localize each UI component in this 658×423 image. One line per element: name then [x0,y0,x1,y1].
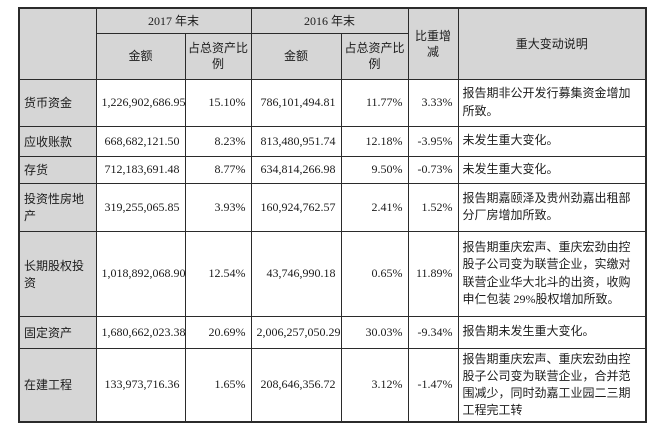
ratio-2017-cell: 20.69% [184,315,252,349]
ratio-2016-cell: 3.12% [340,347,409,423]
ratio-2016-cell: 9.50% [340,155,409,184]
ratio-2017-cell: 8.77% [184,155,252,184]
row-label-cell: 在建工程 [18,347,97,423]
ratio-2017-cell: 3.93% [184,182,252,232]
header-year-2016: 2016 年末 [250,7,409,34]
amount-2017-cell: 668,682,121.50 [95,125,186,157]
change-cell: 3.33% [407,78,459,127]
ratio-2016-cell: 12.18% [340,125,409,157]
change-cell: 11.89% [407,230,459,317]
corner-cell [18,7,97,80]
row-label-cell: 货币资金 [18,78,97,127]
amount-2017-cell: 1,018,892,068.90 [95,230,186,317]
ratio-2016-cell: 11.77% [340,78,409,127]
amount-2017-cell: 319,255,065.85 [95,182,186,232]
note-cell: 报告期嘉颐泽及贵州劲嘉出租部分厂房增加所致。 [457,182,647,232]
table-row-inventory: 存货 712,183,691.48 8.77% 634,814,266.98 9… [18,155,647,184]
change-cell: -0.73% [407,155,459,184]
ratio-2017-cell: 12.54% [184,230,252,317]
header-amount-2017: 金额 [95,32,186,80]
change-cell: -3.95% [407,125,459,157]
header-ratio-2016: 占总资产比 例 [340,32,409,80]
amount-2016-cell: 43,746,990.18 [250,230,342,317]
amount-2016-cell: 786,101,494.81 [250,78,342,127]
change-cell: 1.52% [407,182,459,232]
amount-2016-cell: 160,924,762.57 [250,182,342,232]
table-row-longterm-equity: 长期股权投资 1,018,892,068.90 12.54% 43,746,99… [18,230,647,317]
row-label-cell: 应收账款 [18,125,97,157]
amount-2017-cell: 712,183,691.48 [95,155,186,184]
row-label-cell: 存货 [18,155,97,184]
ratio-2016-cell: 30.03% [340,315,409,349]
note-cell: 未发生重大变化。 [457,125,647,157]
note-cell: 报告期非公开发行募集资金增加所致。 [457,78,647,127]
ratio-2017-cell: 8.23% [184,125,252,157]
amount-2016-cell: 208,646,356.72 [250,347,342,423]
table-row-investment-property: 投资性房地产 319,255,065.85 3.93% 160,924,762.… [18,182,647,232]
table-row-construction-in-progress: 在建工程 133,973,716.36 1.65% 208,646,356.72… [18,347,647,423]
header-amount-2016: 金额 [250,32,342,80]
table-row-accounts-receivable: 应收账款 668,682,121.50 8.23% 813,480,951.74… [18,125,647,157]
ratio-2017-cell: 1.65% [184,347,252,423]
row-label-cell: 投资性房地产 [18,182,97,232]
change-cell: -1.47% [407,347,459,423]
table-row-monetary-funds: 货币资金 1,226,902,686.95 15.10% 786,101,494… [18,78,647,127]
amount-2016-cell: 2,006,257,050.29 [250,315,342,349]
amount-2017-cell: 1,226,902,686.95 [95,78,186,127]
table-row-fixed-assets: 固定资产 1,680,662,023.38 20.69% 2,006,257,0… [18,315,647,349]
note-cell: 报告期重庆宏声、重庆宏劲由控股子公司变为联营企业，实缴对联营企业华大北斗的出资，… [457,230,647,317]
ratio-2017-cell: 15.10% [184,78,252,127]
note-cell: 未发生重大变化。 [457,155,647,184]
row-label-cell: 固定资产 [18,315,97,349]
header-year-2017: 2017 年末 [95,7,252,34]
header-ratio-2017: 占总资产比 例 [184,32,252,80]
header-explanation: 重大变动说明 [457,7,647,80]
asset-change-table: 2017 年末 2016 年末 比重增 减 重大变动说明 金额 占总资产比 例 … [18,7,648,423]
header-change: 比重增 减 [407,7,459,80]
change-cell: -9.34% [407,315,459,349]
amount-2017-cell: 133,973,716.36 [95,347,186,423]
amount-2017-cell: 1,680,662,023.38 [95,315,186,349]
ratio-2016-cell: 0.65% [340,230,409,317]
ratio-2016-cell: 2.41% [340,182,409,232]
note-cell: 报告期未发生重大变化。 [457,315,647,349]
row-label-cell: 长期股权投资 [18,230,97,317]
note-cell: 报告期重庆宏声、重庆宏劲由控股子公司变为联营企业，合并范围减少，同时劲嘉工业园二… [457,347,647,423]
amount-2016-cell: 634,814,266.98 [250,155,342,184]
amount-2016-cell: 813,480,951.74 [250,125,342,157]
